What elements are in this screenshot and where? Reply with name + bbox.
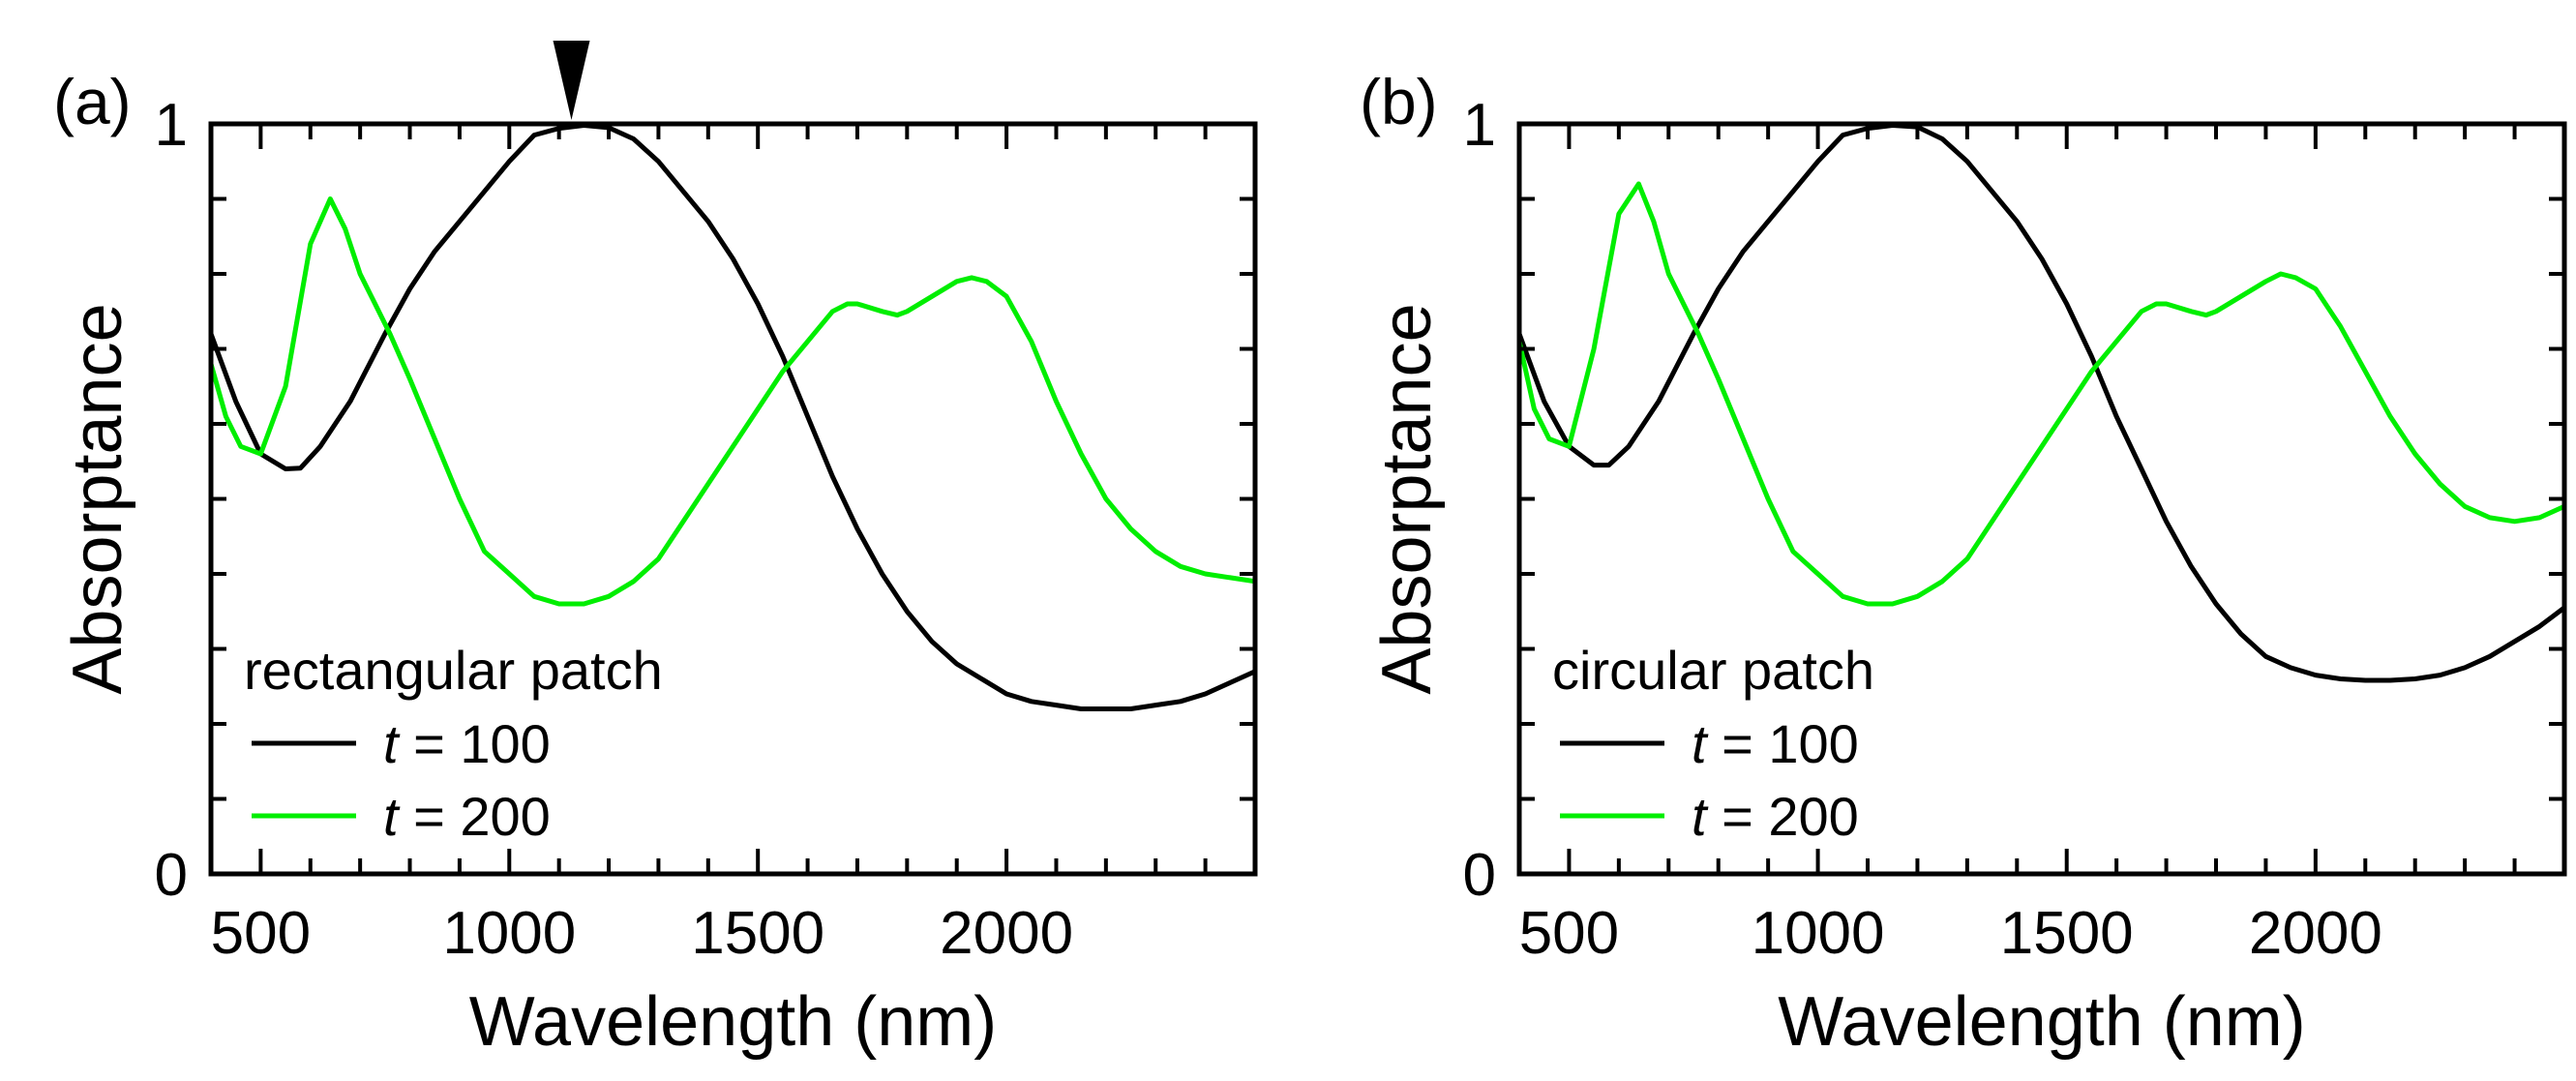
x-tick-label: 2000	[2249, 900, 2382, 967]
x-tick-label: 1000	[442, 900, 576, 967]
y-tick-label: 0	[155, 842, 188, 909]
y-axis-title: Absorptance	[1368, 303, 1446, 694]
legend-label: = 200	[1707, 786, 1859, 847]
x-tick-label: 500	[211, 900, 311, 967]
series-line-t200	[211, 196, 1255, 607]
legend-variable: t	[1692, 786, 1709, 847]
legend-entry: t = 200	[1692, 786, 1859, 847]
y-tick-label: 0	[1463, 842, 1496, 909]
y-tick-label: 1	[1463, 92, 1496, 159]
legend-entry: t = 200	[383, 786, 551, 847]
x-axis-title: Wavelength (nm)	[469, 983, 998, 1061]
legend-variable: t	[383, 713, 401, 774]
x-tick-label: 500	[1519, 900, 1619, 967]
legend-entry: t = 100	[1692, 713, 1859, 774]
series-line-t100	[1519, 124, 2564, 683]
series-line-t100	[211, 124, 1255, 711]
y-axis-title: Absorptance	[59, 303, 136, 694]
legend-entry: t = 100	[383, 713, 551, 774]
x-tick-label: 1500	[2000, 900, 2134, 967]
legend-title: circular patch	[1552, 640, 1874, 701]
series-line-t200	[1519, 181, 2564, 607]
legend-variable: t	[1692, 713, 1709, 774]
x-tick-label: 1000	[1752, 900, 1885, 967]
x-tick-label: 1500	[691, 900, 824, 967]
panel-b: 500 1000 1500 2000 0 1 Wavelength (nm) Absorpta…	[1360, 66, 2567, 1061]
legend-label: = 200	[399, 786, 551, 847]
panel-label: (b)	[1360, 66, 1438, 137]
y-tick-label: 1	[155, 92, 188, 159]
legend-title: rectangular patch	[244, 640, 663, 701]
x-tick-label: 2000	[940, 900, 1073, 967]
panel-a: 500 1000 1500 2000 0 1 Wavelength (nm) Absorpta…	[53, 41, 1258, 1061]
legend-variable: t	[383, 786, 401, 847]
legend-label: = 100	[1707, 713, 1859, 774]
panel-label: (a)	[53, 66, 132, 137]
down-triangle-marker	[553, 41, 590, 120]
x-axis-title: Wavelength (nm)	[1778, 983, 2306, 1061]
legend-label: = 100	[399, 713, 551, 774]
